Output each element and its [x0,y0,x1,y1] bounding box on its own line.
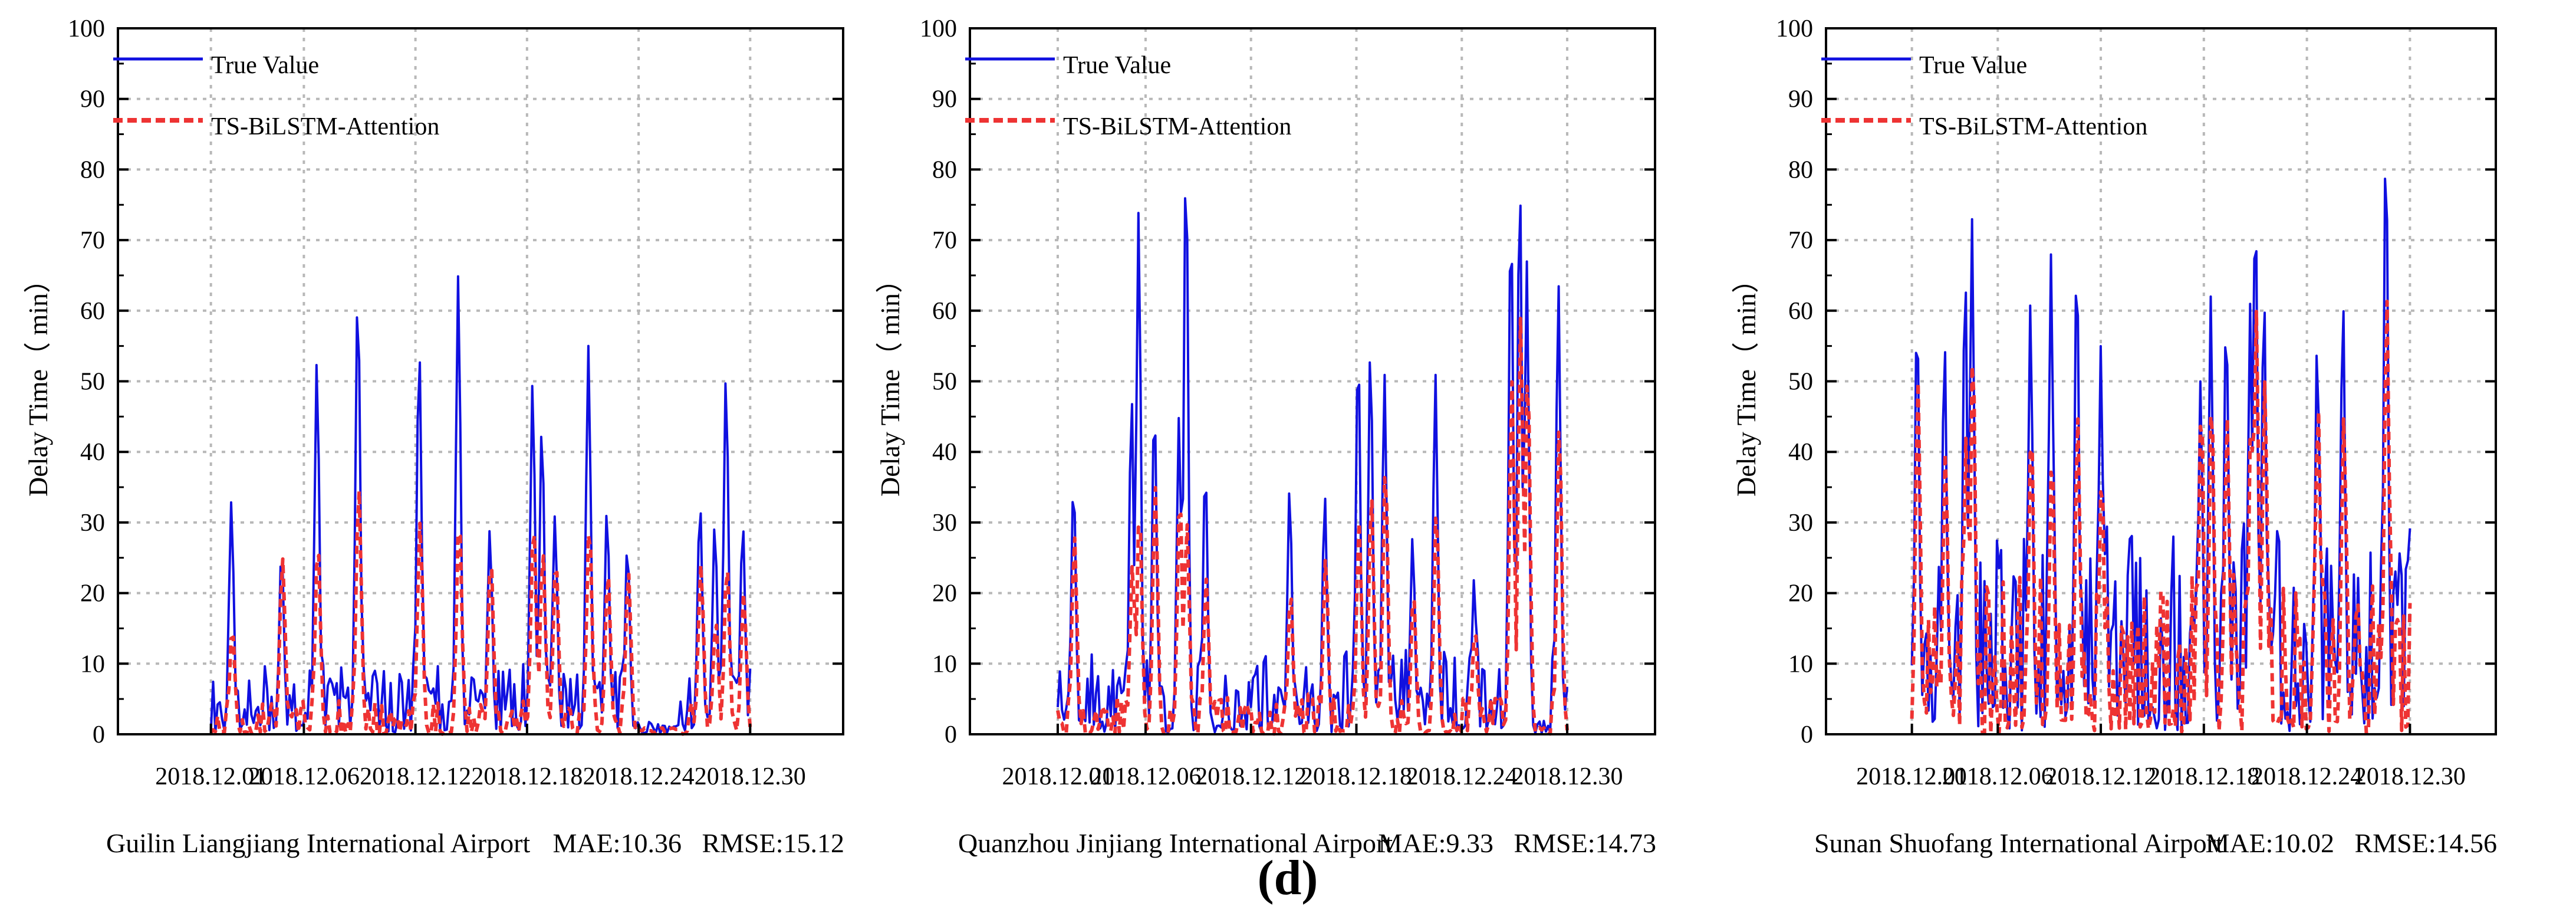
y-tick-label: 0 [945,721,957,748]
y-axis-label: Delay Time（ min） [875,266,905,497]
y-tick-label: 50 [80,369,105,396]
series-line-ts-bilstm-attention [1056,317,1569,736]
x-tick-label: 2018.12.12 [1195,763,1307,790]
y-tick-label: 100 [920,15,957,42]
y-tick-label: 0 [1801,721,1813,748]
x-tick-label: 2018.12.24 [583,763,695,790]
series-line-true-value [1910,178,2411,733]
caption-metrics: MAE:10.02 RMSE:14.56 [2205,828,2497,858]
legend-label-ts-bilstm-attention: TS-BiLSTM-Attention [1919,113,2147,140]
x-tick-label: 2018.12.24 [2251,763,2363,790]
y-tick-label: 60 [932,298,957,325]
caption-airport-name: Quanzhou Jinjiang International Airport [958,828,1393,858]
series-line-true-value [209,275,752,735]
legend-label-ts-bilstm-attention: TS-BiLSTM-Attention [1063,113,1291,140]
y-tick-label: 40 [80,439,105,466]
y-tick-label: 20 [80,580,105,607]
y-tick-label: 80 [80,156,105,183]
panel-tag: (d) [1258,850,1318,905]
x-tick-label: 2018.12.01 [1002,763,1113,790]
series-line-ts-bilstm-attention [1910,300,2412,735]
caption-airport-name: Guilin Liangjiang International Airport [106,828,530,858]
y-axis-label: Delay Time（ min） [1731,266,1761,497]
chart-panel-guilin: 01020304050607080901002018.12.012018.12.… [23,15,844,858]
x-tick-label: 2018.12.30 [2354,763,2466,790]
x-tick-label: 2018.12.06 [1090,763,1201,790]
caption-airport-name: Sunan Shuofang International Airport [1814,828,2223,858]
y-tick-label: 50 [932,369,957,396]
y-tick-label: 100 [1776,15,1813,42]
y-tick-label: 10 [1788,651,1813,678]
x-tick-label: 2018.12.01 [155,763,267,790]
x-tick-label: 2018.12.12 [360,763,471,790]
chart-panel-quanzhou: 01020304050607080901002018.12.012018.12.… [875,15,1656,858]
y-tick-label: 70 [932,227,957,254]
y-tick-label: 40 [1788,439,1813,466]
chart-panel-sunan: 01020304050607080901002018.12.012018.12.… [1731,15,2497,858]
y-tick-label: 20 [932,580,957,607]
x-tick-label: 2018.12.18 [2148,763,2259,790]
legend-label-true-value: True Value [1063,52,1171,79]
y-tick-label: 80 [932,156,957,183]
x-tick-label: 2018.12.18 [471,763,583,790]
x-tick-label: 2018.12.30 [695,763,806,790]
x-tick-label: 2018.12.18 [1301,763,1412,790]
x-tick-label: 2018.12.12 [2045,763,2157,790]
series-line-true-value [1057,197,1568,735]
y-tick-label: 40 [932,439,957,466]
y-tick-label: 30 [1788,510,1813,537]
y-tick-label: 70 [1788,227,1813,254]
y-tick-label: 10 [932,651,957,678]
y-tick-label: 90 [1788,86,1813,113]
legend-label-true-value: True Value [211,52,319,79]
y-tick-label: 20 [1788,580,1813,607]
x-tick-label: 2018.12.01 [1856,763,1968,790]
x-tick-label: 2018.12.06 [248,763,360,790]
series-line-ts-bilstm-attention [209,489,752,736]
y-tick-label: 70 [80,227,105,254]
y-tick-label: 90 [80,86,105,113]
y-tick-label: 30 [932,510,957,537]
y-tick-label: 60 [80,298,105,325]
y-tick-label: 100 [68,15,105,42]
x-tick-label: 2018.12.30 [1512,763,1623,790]
y-tick-label: 0 [93,721,105,748]
caption-metrics: MAE:10.36 RMSE:15.12 [552,828,844,858]
legend-label-ts-bilstm-attention: TS-BiLSTM-Attention [211,113,439,140]
x-tick-label: 2018.12.24 [1406,763,1518,790]
y-tick-label: 80 [1788,156,1813,183]
legend-label-true-value: True Value [1919,52,2027,79]
y-tick-label: 10 [80,651,105,678]
y-tick-label: 90 [932,86,957,113]
y-tick-label: 60 [1788,298,1813,325]
y-axis-label: Delay Time（ min） [23,266,53,497]
caption-metrics: MAE:9.33 RMSE:14.73 [1378,828,1656,858]
y-tick-label: 30 [80,510,105,537]
x-tick-label: 2018.12.06 [1942,763,2054,790]
y-tick-label: 50 [1788,369,1813,396]
